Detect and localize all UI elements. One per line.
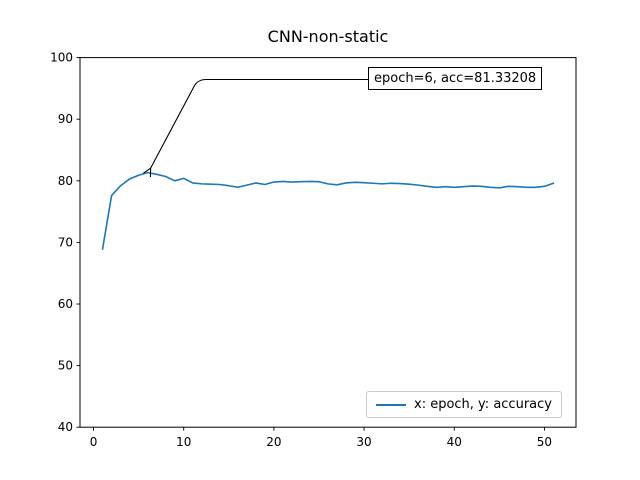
- x-axis-ticks: 0 10 20 30 40 50: [90, 427, 552, 449]
- annotation-arrow: [143, 78, 369, 178]
- x-tick-label: 30: [356, 435, 371, 449]
- y-tick-label: 90: [58, 112, 73, 126]
- y-tick-label: 80: [58, 174, 73, 188]
- y-tick-label: 70: [58, 235, 73, 249]
- legend: x: epoch, y: accuracy: [366, 391, 562, 418]
- legend-label: x: epoch, y: accuracy: [414, 397, 552, 412]
- accuracy-line: [101, 171, 555, 250]
- x-tick-label: 0: [90, 435, 98, 449]
- data-series: [101, 171, 555, 250]
- annotation-box: epoch=6, acc=81.33208: [368, 67, 543, 90]
- y-tick-label: 100: [50, 51, 73, 65]
- x-tick-label: 40: [447, 435, 462, 449]
- x-tick-label: 50: [537, 435, 552, 449]
- legend-line-sample-icon: [376, 403, 406, 406]
- y-axis-ticks: 40 50 60 70 80 90 100: [50, 51, 80, 434]
- y-tick-label: 40: [58, 420, 73, 434]
- x-tick-label: 10: [176, 435, 191, 449]
- annotation-arrow-line: [143, 78, 369, 178]
- x-tick-label: 20: [266, 435, 281, 449]
- y-tick-label: 50: [58, 359, 73, 373]
- y-tick-label: 60: [58, 297, 73, 311]
- axes-spines: [79, 57, 577, 428]
- chart-title: CNN-non-static: [267, 27, 389, 46]
